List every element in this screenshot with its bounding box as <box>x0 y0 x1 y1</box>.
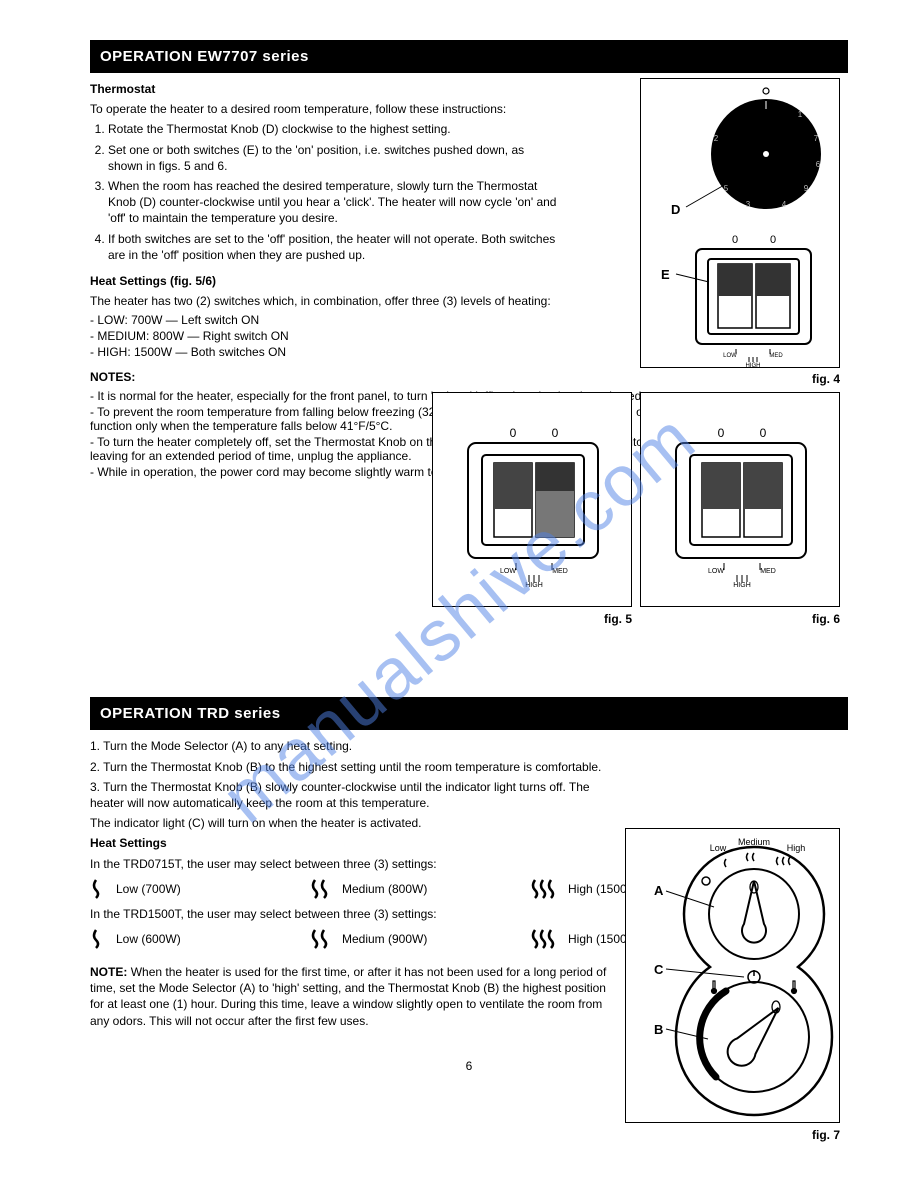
switch-low-svg: 0 0 LOW MED HIGH <box>433 393 633 608</box>
trd-step-1: 1. Turn the Mode Selector (A) to any hea… <box>90 738 610 754</box>
trd-step-2: 2. Turn the Thermostat Knob (B) to the h… <box>90 759 610 775</box>
svg-text:6: 6 <box>816 160 821 169</box>
trd1500t-row: Low (600W) Medium (900W) High (1500W) <box>90 928 610 950</box>
step-3: When the room has reached the desired te… <box>108 178 560 227</box>
svg-text:0: 0 <box>770 234 776 246</box>
svg-text:LOW: LOW <box>500 568 516 575</box>
svg-text:B: B <box>654 1022 663 1037</box>
svg-text:HIGH: HIGH <box>733 582 751 589</box>
wave-icon-1 <box>90 878 108 900</box>
svg-text:1: 1 <box>798 110 803 119</box>
heat-settings-intro: The heater has two (2) switches which, i… <box>90 293 560 309</box>
heat-settings-list: LOW: 700W — Left switch ON MEDIUM: 800W … <box>90 313 560 359</box>
svg-text:High: High <box>787 843 806 853</box>
heat-low: LOW: 700W — Left switch ON <box>90 313 560 327</box>
svg-text:HIGH: HIGH <box>746 363 761 369</box>
svg-text:Medium: Medium <box>738 837 770 847</box>
trd-note-heading: NOTE: <box>90 965 127 979</box>
step-1: Rotate the Thermostat Knob (D) clockwise… <box>108 121 560 137</box>
svg-text:4: 4 <box>782 200 787 209</box>
trd-note: NOTE: When the heater is used for the fi… <box>90 964 610 1029</box>
svg-text:E: E <box>661 267 670 282</box>
wave-icon-3 <box>530 878 560 900</box>
step-4: If both switches are set to the 'off' po… <box>108 231 560 263</box>
trd1500t-intro: In the TRD1500T, the user may select bet… <box>90 906 610 922</box>
trd1500-low: Low (600W) <box>116 932 181 946</box>
svg-text:3: 3 <box>746 200 751 209</box>
svg-text:MED: MED <box>552 568 568 575</box>
indicator-light-note: The indicator light (C) will turn on whe… <box>90 815 610 831</box>
section-heading-trd: OPERATION TRD series <box>90 697 848 730</box>
figure-6-box: 0 0 LOW MED HIGH <box>640 392 840 607</box>
figure-5-box: 0 0 LOW MED HIGH <box>432 392 632 607</box>
wave-icon-1b <box>90 928 108 950</box>
switch-high-svg: 0 0 LOW MED HIGH <box>641 393 841 608</box>
trd0715-low: Low (700W) <box>116 882 181 896</box>
svg-text:LOW: LOW <box>723 353 737 359</box>
svg-text:0: 0 <box>552 426 559 440</box>
fig7-caption: fig. 7 <box>625 1128 840 1142</box>
figure-7-box: Low Medium High <box>625 828 840 1123</box>
wave-icon-2b <box>310 928 334 950</box>
svg-text:C: C <box>654 962 664 977</box>
heat-high: HIGH: 1500W — Both switches ON <box>90 345 560 359</box>
svg-text:9: 9 <box>804 184 809 193</box>
fig4-caption: fig. 4 <box>640 372 840 386</box>
fig5-caption: fig. 5 <box>432 612 632 626</box>
trd0715t-row: Low (700W) Medium (800W) High (1500W) <box>90 878 610 900</box>
svg-text:HIGH: HIGH <box>525 582 543 589</box>
svg-text:0: 0 <box>718 426 725 440</box>
figure-4-box: 1 7 6 9 4 3 5 2 D <box>640 78 840 368</box>
svg-text:0: 0 <box>760 426 767 440</box>
svg-text:LOW: LOW <box>708 568 724 575</box>
section-heading-ew7707: OPERATION EW7707 series <box>90 40 848 73</box>
svg-text:Low: Low <box>710 843 727 853</box>
fig6-caption: fig. 6 <box>640 612 840 626</box>
trd0715t-intro: In the TRD0715T, the user may select bet… <box>90 856 610 872</box>
dial-and-switch-svg: 1 7 6 9 4 3 5 2 D <box>641 79 841 369</box>
svg-text:D: D <box>671 202 680 217</box>
trd-step-3: 3. Turn the Thermostat Knob (B) slowly c… <box>90 779 610 811</box>
trd-note-body: When the heater is used for the first ti… <box>90 965 606 1028</box>
svg-text:MED: MED <box>760 568 776 575</box>
trd1500-med: Medium (900W) <box>342 932 427 946</box>
wave-icon-3b <box>530 928 560 950</box>
trd0715-med: Medium (800W) <box>342 882 427 896</box>
svg-text:2: 2 <box>714 134 719 143</box>
svg-text:MED: MED <box>769 353 783 359</box>
svg-text:7: 7 <box>814 134 819 143</box>
svg-text:0: 0 <box>732 234 738 246</box>
double-knob-svg: Low Medium High <box>626 829 841 1124</box>
step-2: Set one or both switches (E) to the 'on'… <box>108 142 560 174</box>
heat-med: MEDIUM: 800W — Right switch ON <box>90 329 560 343</box>
svg-text:0: 0 <box>510 426 517 440</box>
thermostat-subheading: Thermostat <box>90 81 560 97</box>
trd-heat-settings-heading: Heat Settings <box>90 835 610 851</box>
wave-icon-2 <box>310 878 334 900</box>
heat-settings-subheading: Heat Settings (fig. 5/6) <box>90 273 560 289</box>
thermostat-steps: Rotate the Thermostat Knob (D) clockwise… <box>108 121 560 263</box>
svg-text:A: A <box>654 883 664 898</box>
thermostat-intro: To operate the heater to a desired room … <box>90 101 560 117</box>
